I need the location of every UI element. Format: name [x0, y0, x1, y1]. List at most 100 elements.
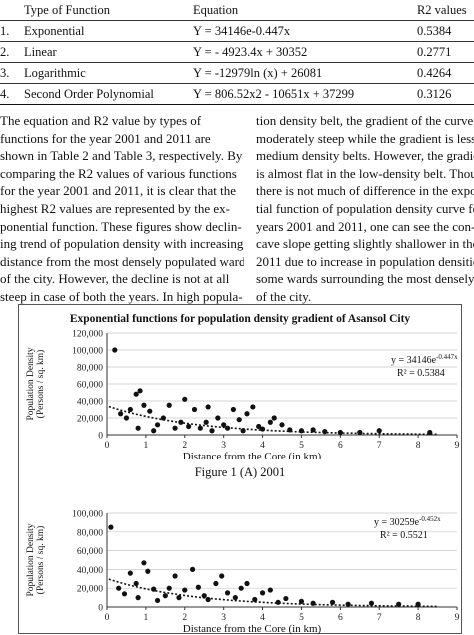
y-axis-label-line: (Persons / sq. km): [35, 526, 46, 595]
figure-title: Exponential functions for population den…: [69, 313, 411, 325]
x-axis-label: Distance from the Core (in km): [183, 623, 322, 635]
data-point: [112, 347, 118, 353]
data-point: [166, 585, 172, 591]
data-point: [135, 595, 141, 601]
data-point: [141, 560, 147, 566]
table-row: 3. Logarithmic Y = -12979ln (x) + 26081 …: [0, 62, 474, 84]
y-axis-label-line: (Persons / sq. km): [35, 350, 46, 419]
table-cell-r2: 0.5384: [412, 20, 474, 42]
data-point: [182, 587, 188, 593]
data-point: [238, 585, 244, 591]
data-point: [178, 419, 184, 425]
data-point: [172, 425, 178, 431]
data-point: [252, 596, 258, 603]
data-point: [172, 573, 178, 579]
x-tick-label: 1: [144, 613, 149, 623]
data-point: [244, 411, 250, 417]
x-axis-label: Distance from the Core (in km): [183, 451, 322, 459]
data-point: [151, 586, 157, 592]
data-point: [203, 419, 209, 425]
body-text-line: of the city. However, the decline is not…: [0, 271, 230, 287]
y-axis-label: Population Density(Persons / sq. km): [26, 523, 46, 596]
x-tick-label: 5: [299, 613, 304, 623]
data-point: [415, 601, 421, 607]
data-point: [329, 599, 336, 605]
body-text-line: distance from the most densely populated…: [0, 253, 244, 269]
data-point: [205, 596, 211, 603]
table-header-num: [0, 0, 21, 21]
x-tick-label: 6: [338, 441, 343, 451]
data-point: [267, 587, 273, 593]
data-point: [224, 590, 231, 596]
y-axis-label-line: Population Density: [26, 523, 36, 596]
data-point: [116, 585, 122, 591]
data-point: [133, 580, 139, 587]
data-point: [205, 404, 211, 410]
body-text-line: comparing the R2 values of various funct…: [0, 165, 237, 181]
data-point: [145, 568, 151, 574]
table-header-equation: Equation: [188, 0, 413, 21]
body-text-line: for the year 2001 and 2011, it is clear …: [0, 183, 236, 199]
data-point: [191, 406, 198, 413]
y-tick-label: 40,000: [77, 398, 103, 408]
table-cell-equation: Y = 806.52x2 - 10651x + 37299: [188, 83, 413, 105]
x-tick-label: 3: [221, 441, 226, 451]
data-point: [322, 429, 328, 435]
data-point: [236, 417, 242, 423]
y-axis-label-line: Population Density: [26, 347, 36, 420]
x-tick-label: 7: [377, 613, 382, 623]
data-point: [259, 590, 266, 596]
body-text-line: functions for the year 2001 and 2011 are: [0, 130, 211, 146]
y-tick-label: 80,000: [77, 528, 103, 538]
x-tick-label: 7: [377, 441, 382, 451]
table-cell-r2: 0.3126: [412, 83, 474, 105]
table-row: 1. Exponential Y = 34146e-0.447x 0.5384: [0, 20, 474, 42]
y-tick-label: 0: [98, 604, 103, 614]
body-text-line: cave slope getting slightly shallower in…: [256, 236, 474, 252]
x-tick-label: 2: [182, 441, 187, 451]
equation-exponent: -0.447x: [436, 353, 458, 361]
data-point: [141, 402, 147, 408]
data-point: [189, 566, 196, 572]
right-text-column: tion density belt, the gradient of the c…: [256, 112, 474, 306]
data-point: [244, 580, 250, 587]
y-tick-label: 80,000: [77, 364, 103, 374]
data-point: [256, 423, 262, 430]
data-point: [118, 411, 124, 417]
table-cell-type: Exponential: [20, 20, 189, 42]
body-text-line: is almost flat in the low-density belt. …: [256, 165, 474, 181]
data-point: [133, 391, 139, 397]
functions-table: Type of Function Equation R2 values 1. E…: [0, 0, 474, 105]
body-text-line: The equation and R2 value by types of: [0, 113, 202, 128]
data-point: [108, 524, 114, 530]
x-tick-label: 6: [338, 613, 343, 623]
y-tick-label: 60,000: [77, 547, 103, 557]
data-point: [123, 415, 130, 421]
data-point: [186, 423, 192, 430]
body-text-line: 2011 due to increase in population densi…: [256, 253, 474, 269]
data-point: [368, 600, 375, 606]
table-cell-num: 2.: [0, 41, 21, 63]
data-point: [135, 425, 141, 431]
table-cell-r2: 0.4264: [412, 62, 474, 84]
x-tick-label: 3: [221, 613, 226, 623]
table-cell-type: Second Order Polynomial: [20, 83, 189, 105]
table-cell-equation: Y = - 4923.4x + 30352: [188, 41, 413, 63]
body-text-line: tial function of population density curv…: [256, 200, 474, 216]
y-axis-label: Population Density(Persons / sq. km): [26, 347, 46, 420]
data-point: [267, 419, 273, 425]
data-point: [310, 600, 316, 606]
body-text-line: medium density belts. However, the gradi…: [256, 148, 474, 164]
y-tick-label: 120,000: [72, 330, 103, 340]
data-point: [337, 429, 343, 436]
data-point: [275, 599, 281, 605]
x-tick-label: 0: [105, 613, 110, 623]
data-point: [121, 591, 128, 597]
equation-label: y = 30259e-0.452x: [374, 515, 441, 528]
body-text-line: of the city.: [256, 288, 312, 304]
data-point: [162, 593, 168, 599]
table-header-row: Type of Function Equation R2 values: [0, 0, 474, 21]
table-cell-r2: 0.2771: [412, 41, 474, 63]
data-point: [182, 396, 188, 402]
scatter-chart-2011: 0 20,000 40,000 60,000 80,000 100,000 0 1 2 3 4 5 6 7…: [26, 510, 460, 635]
